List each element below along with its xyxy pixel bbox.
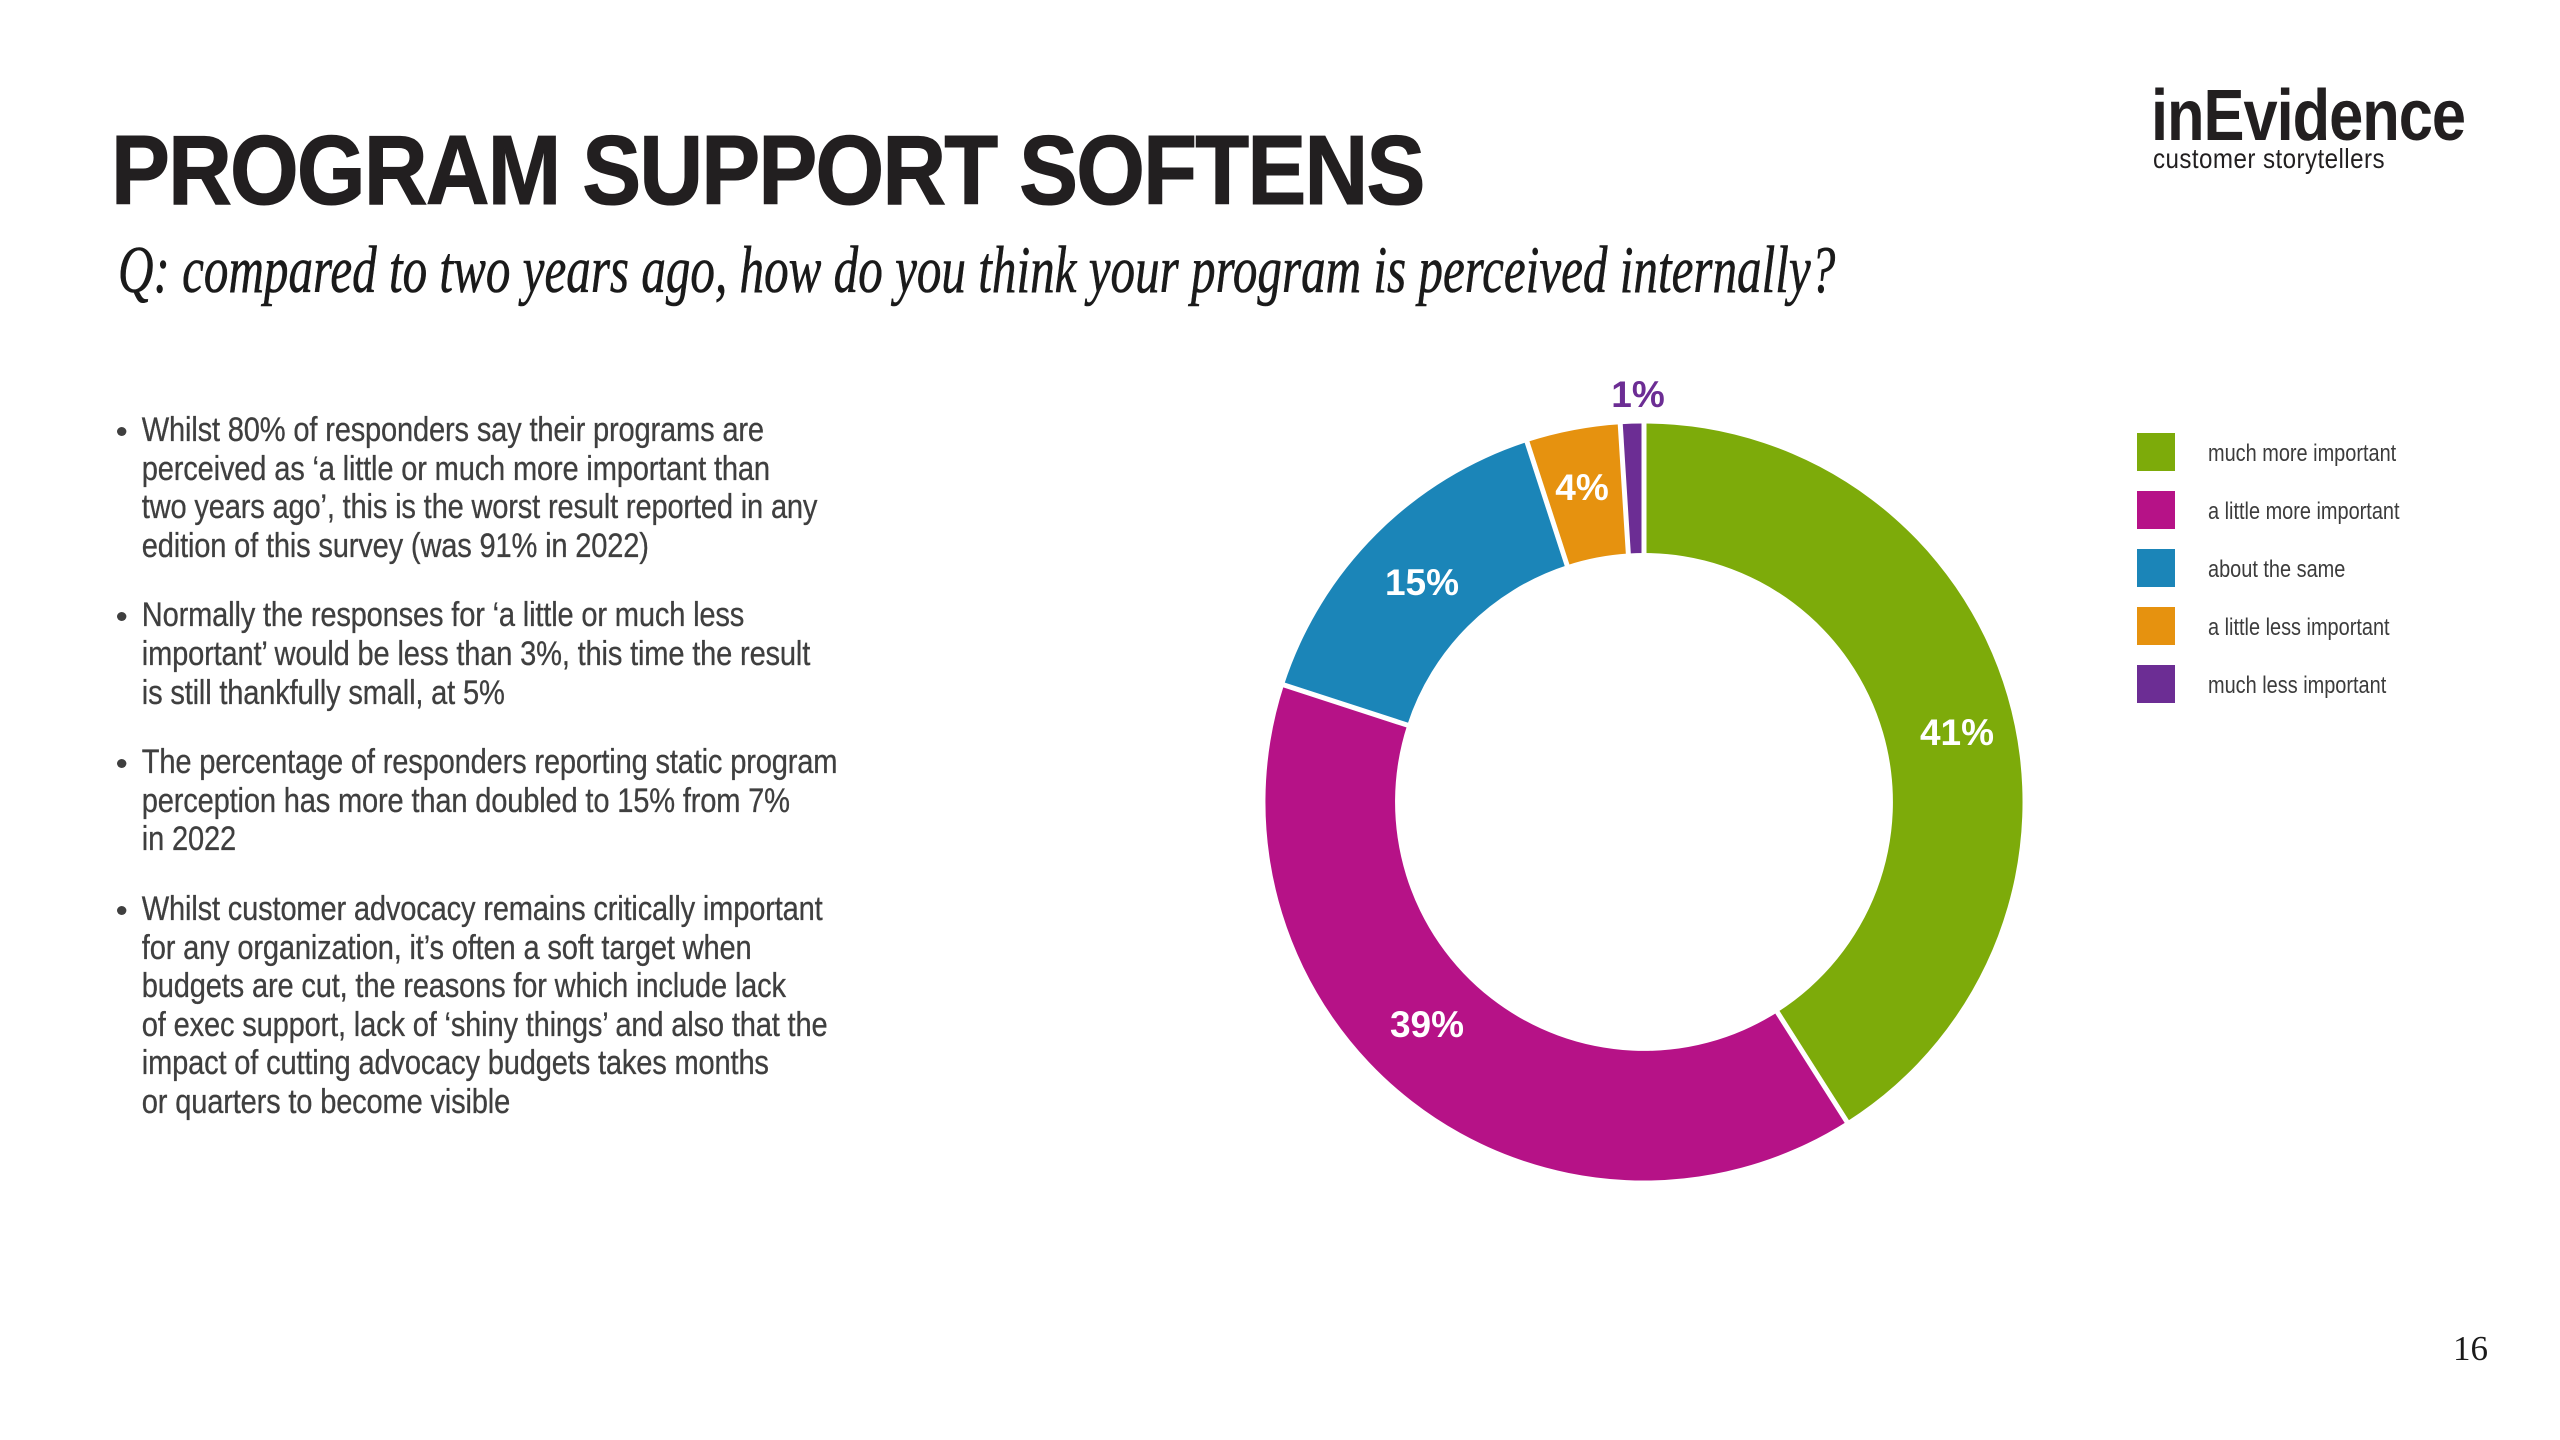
svg-text:1%: 1% (1611, 374, 1664, 415)
svg-text:41%: 41% (1920, 712, 1994, 753)
svg-text:4%: 4% (1555, 467, 1608, 508)
svg-text:15%: 15% (1385, 562, 1459, 603)
svg-text:39%: 39% (1390, 1004, 1464, 1045)
